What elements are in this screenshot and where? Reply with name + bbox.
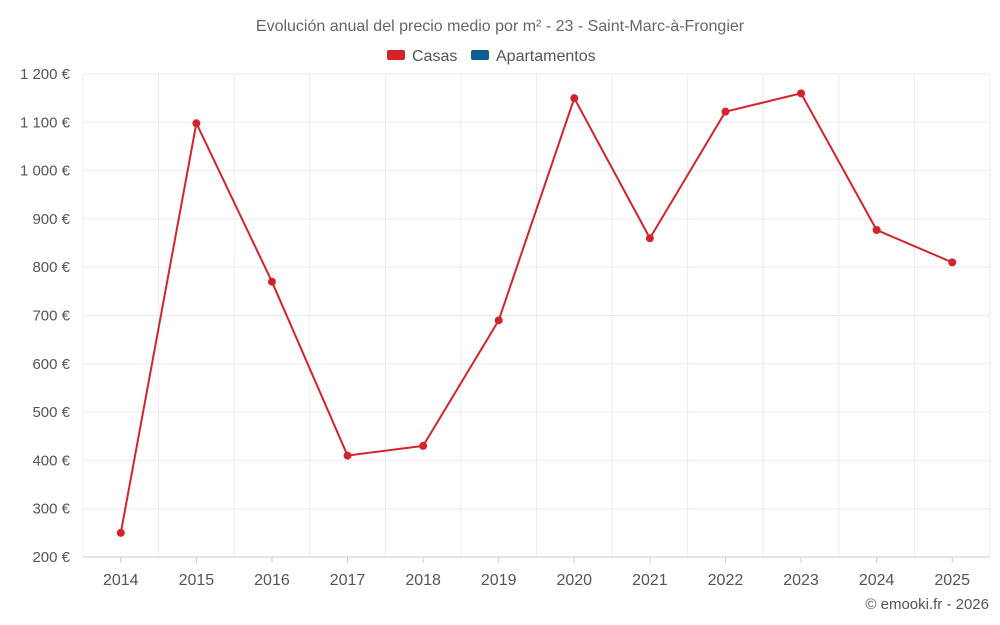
- x-tick-label: 2024: [859, 572, 895, 589]
- series: [116, 89, 957, 537]
- data-point[interactable]: [872, 226, 881, 235]
- x-tick-label: 2015: [179, 572, 215, 589]
- y-tick-label: 400 €: [32, 452, 70, 469]
- y-tick-label: 500 €: [32, 404, 70, 421]
- data-point[interactable]: [419, 441, 428, 450]
- x-tick-label: 2017: [330, 572, 366, 589]
- data-point[interactable]: [570, 94, 579, 103]
- legend-label-casas: Casas: [412, 48, 457, 65]
- data-point[interactable]: [192, 119, 201, 128]
- x-tick-label: 2021: [632, 572, 668, 589]
- y-tick-label: 600 €: [32, 356, 70, 373]
- x-tick-label: 2019: [481, 572, 517, 589]
- data-point[interactable]: [721, 107, 730, 116]
- y-tick-label: 900 €: [32, 211, 70, 228]
- x-tick-label: 2022: [708, 572, 744, 589]
- legend-swatch-apartamentos: [471, 50, 489, 60]
- x-tick-label: 2025: [934, 572, 970, 589]
- x-tick-label: 2018: [405, 572, 441, 589]
- y-tick-label: 200 €: [32, 549, 70, 566]
- x-tick-label: 2020: [556, 572, 592, 589]
- grid: [82, 73, 991, 557]
- legend-swatch-casas: [387, 50, 405, 60]
- series-line-casas: [119, 92, 953, 534]
- x-tick-label: 2016: [254, 572, 290, 589]
- y-tick-label: 1 200 €: [20, 66, 71, 83]
- data-point[interactable]: [645, 234, 654, 243]
- x-axis-labels: 2014 2015 2016 2017 2018 2019 2020 2021 2022 2023…: [103, 557, 970, 589]
- y-tick-label: 300 €: [32, 501, 70, 518]
- data-point[interactable]: [948, 258, 957, 267]
- y-axis-labels: 200 € 300 € 400 € 500 € 600 € 700 € 800 € 900 €…: [20, 66, 71, 566]
- data-point[interactable]: [494, 316, 503, 325]
- y-tick-label: 700 €: [32, 308, 70, 325]
- legend: Casas Apartamentos: [387, 48, 596, 65]
- chart-title: Evolución anual del precio medio por m² …: [256, 18, 745, 35]
- y-tick-label: 1 100 €: [20, 114, 71, 131]
- y-tick-label: 1 000 €: [20, 163, 71, 180]
- legend-item-apartamentos[interactable]: Apartamentos: [471, 48, 596, 65]
- data-point[interactable]: [343, 451, 352, 460]
- data-point[interactable]: [797, 89, 806, 98]
- data-point[interactable]: [116, 528, 125, 537]
- legend-label-apartamentos: Apartamentos: [496, 48, 596, 65]
- credit-text: © emooki.fr - 2026: [865, 596, 989, 613]
- data-point[interactable]: [267, 277, 276, 286]
- x-tick-label: 2014: [103, 572, 139, 589]
- y-tick-label: 800 €: [32, 259, 70, 276]
- x-tick-label: 2023: [783, 572, 819, 589]
- legend-item-casas[interactable]: Casas: [387, 48, 457, 65]
